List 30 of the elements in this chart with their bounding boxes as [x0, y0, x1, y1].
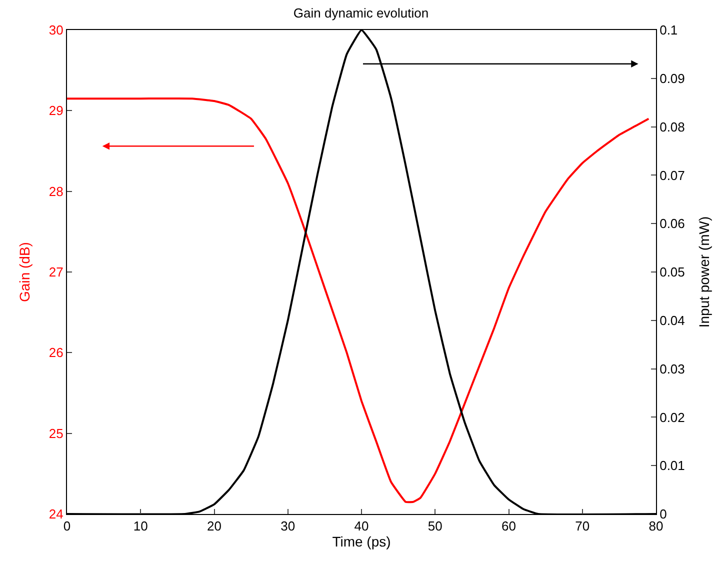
y-tick-label: 30: [48, 22, 64, 38]
x-axis-title: Time (ps): [332, 534, 391, 550]
x-tick-label: 20: [207, 518, 222, 534]
y2-tick-label: 0.05: [660, 264, 685, 280]
x-tick-label: 30: [280, 518, 296, 534]
y-tick-label: 28: [48, 184, 64, 199]
chart-title: Gain dynamic evolution: [293, 6, 429, 21]
y-axis-title: Gain (dB): [16, 242, 33, 302]
y2-tick-label: 0.02: [660, 410, 685, 425]
x-tick-label: 60: [502, 518, 516, 534]
y2-tick-label: 0.06: [660, 216, 685, 232]
y2-tick-label: 0.08: [660, 119, 685, 134]
y-tick-label: 25: [48, 426, 64, 441]
y2-tick-label: 0.04: [660, 312, 685, 328]
y-tick-label: 27: [48, 264, 64, 280]
x-tick-label: 10: [133, 518, 148, 534]
x-tick-label: 50: [428, 518, 442, 534]
x-tick-label: 40: [354, 518, 369, 534]
y-tick-label: 29: [48, 103, 64, 118]
y-tick-label: 24: [48, 506, 64, 522]
x-tick-label: 0: [63, 518, 71, 534]
y2-tick-label: 0.07: [660, 168, 685, 183]
y-tick-label: 26: [48, 345, 64, 360]
y2-tick-label: 0.09: [660, 70, 685, 86]
line-series: [67, 97, 650, 504]
x-tick-label: 70: [575, 518, 590, 534]
y2-tick-label: 0.1: [660, 22, 678, 38]
y2-tick-label: 0.03: [660, 361, 685, 376]
y2-axis-title: Input power (mW): [696, 216, 712, 328]
y2-tick-label: 0.01: [660, 458, 685, 474]
